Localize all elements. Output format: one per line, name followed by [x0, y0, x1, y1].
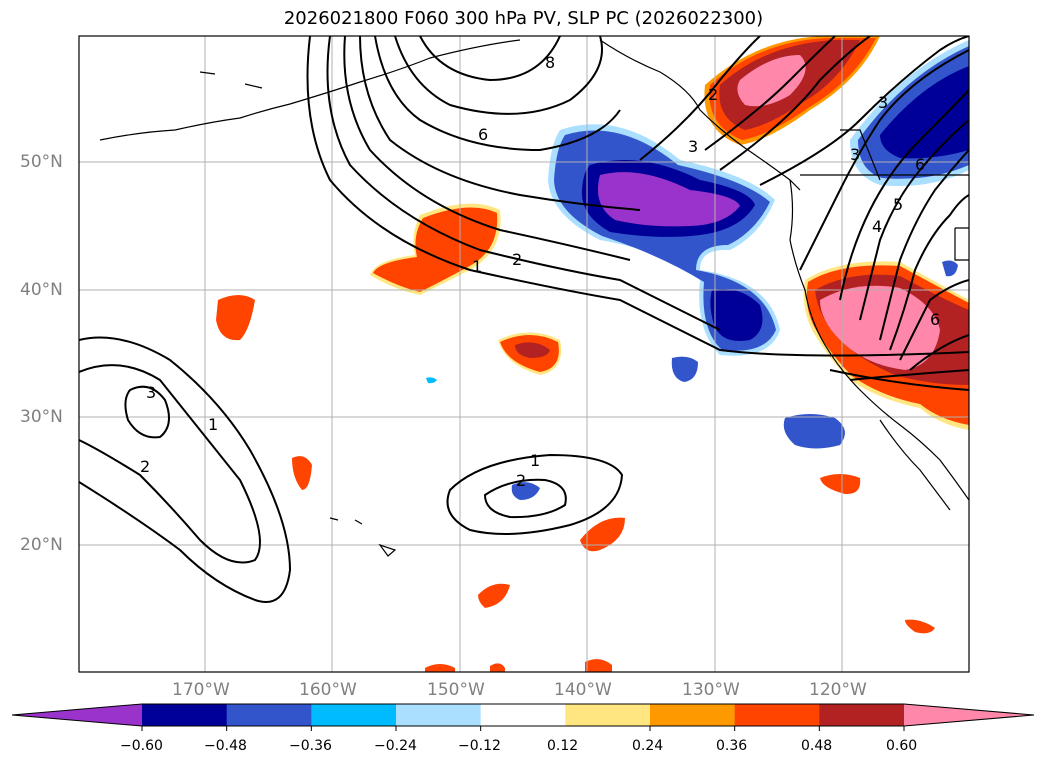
contour-label: 6	[478, 125, 488, 144]
latitude-label: 50°N	[20, 152, 63, 172]
colorbar-tick-label: 0.12	[547, 738, 579, 754]
contour-label: 2	[516, 471, 526, 490]
contour-label: 3	[878, 93, 888, 112]
contour-label: 1	[208, 415, 218, 434]
colorbar-cell	[734, 704, 820, 726]
colorbar-tick-label: −0.48	[204, 738, 247, 754]
map-plot-area	[79, 36, 969, 672]
contour-label: 1	[472, 257, 482, 276]
colorbar-tick-label: 0.48	[801, 738, 833, 754]
contour-label: 3	[146, 383, 156, 402]
colorbar-cell	[226, 704, 312, 726]
contour-label: 2	[512, 250, 522, 269]
colorbar-tick-label: 0.36	[716, 738, 748, 754]
longitude-label: 170°W	[172, 680, 230, 700]
contour-labels: 8 6 3 2 1 3 2 6 5 4 3 6 3 1 2 1 2	[140, 53, 940, 490]
colorbar-cell	[311, 704, 397, 726]
latitude-label: 40°N	[20, 280, 63, 300]
contour-label: 2	[708, 85, 718, 104]
map-title: 2026021800 F060 300 hPa PV, SLP PC (2026…	[283, 8, 764, 29]
colorbar-tick-label: −0.60	[120, 738, 163, 754]
contour-label: 2	[140, 457, 150, 476]
longitude-label: 150°W	[427, 680, 485, 700]
colorbar-tick-label: −0.12	[458, 738, 501, 754]
colorbar-extend-high	[904, 704, 1034, 726]
pv-shading	[216, 36, 969, 672]
map-frame	[78, 35, 970, 673]
contour-label: 1	[530, 451, 540, 470]
longitude-label: 160°W	[299, 680, 357, 700]
colorbar	[11, 703, 1035, 731]
coastlines	[99, 39, 969, 557]
colorbar-cell	[650, 704, 736, 726]
slp-contours	[79, 36, 969, 603]
longitude-label: 120°W	[809, 680, 867, 700]
longitude-label: 140°W	[554, 680, 612, 700]
contour-label: 3	[850, 145, 860, 164]
colorbar-cell	[396, 704, 482, 726]
colorbar-extend-low	[12, 704, 142, 726]
colorbar-tick-label: −0.36	[289, 738, 332, 754]
contour-label: 8	[545, 53, 555, 72]
contour-label: 3	[688, 137, 698, 156]
colorbar-tick-label: 0.60	[886, 738, 918, 754]
latitude-label: 20°N	[20, 535, 63, 555]
latitude-label: 30°N	[20, 407, 63, 427]
colorbar-cell	[480, 704, 566, 726]
colorbar-cell	[819, 704, 905, 726]
contour-label: 6	[915, 155, 925, 174]
colorbar-tick-label: −0.24	[374, 738, 417, 754]
contour-label: 4	[872, 217, 882, 236]
colorbar-cell	[142, 704, 228, 726]
contour-label: 5	[893, 195, 903, 214]
longitude-label: 130°W	[682, 680, 740, 700]
contour-label: 6	[930, 310, 940, 329]
colorbar-cell	[565, 704, 651, 726]
colorbar-tick-label: 0.24	[632, 738, 664, 754]
